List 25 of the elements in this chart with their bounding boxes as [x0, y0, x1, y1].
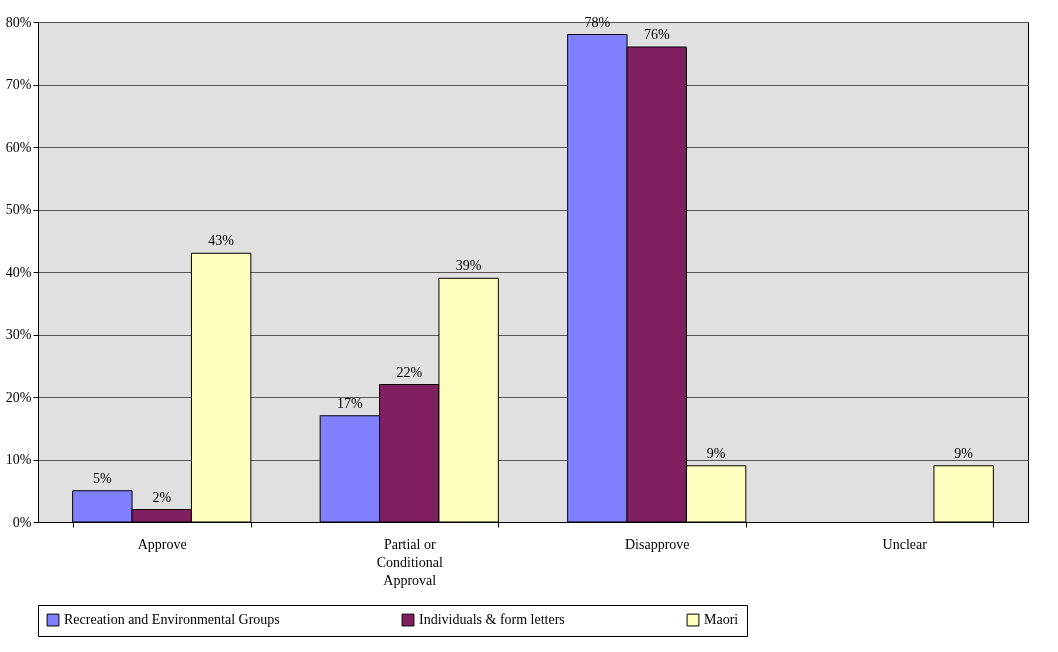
- x-tick-label: Disapprove: [624, 536, 690, 552]
- y-tick-label: 20%: [5, 389, 32, 405]
- legend-label: Individuals & form letters: [419, 612, 565, 628]
- y-tick-label: 10%: [5, 452, 32, 467]
- data-label: 5%: [93, 470, 113, 486]
- data-label: 17%: [337, 395, 364, 411]
- y-tick-label: 40%: [5, 264, 32, 280]
- data-label: 9%: [954, 445, 974, 461]
- x-tick-label: Partial or Conditional Approval: [376, 536, 443, 588]
- data-label: 39%: [455, 258, 482, 274]
- legend-label: Recreation and Environmental Groups: [64, 612, 280, 628]
- y-tick-label: 60%: [5, 139, 32, 155]
- data-label: 9%: [706, 445, 726, 461]
- legend-label: Maori: [704, 612, 739, 628]
- y-tick-label: 80%: [5, 14, 32, 30]
- y-tick-label: 0%: [12, 514, 32, 530]
- data-label: 22%: [396, 364, 423, 380]
- y-tick-label: 70%: [5, 77, 32, 92]
- data-label: 43%: [208, 233, 235, 249]
- data-label: 2%: [152, 489, 172, 505]
- y-tick-label: 50%: [5, 202, 32, 217]
- data-label: 76%: [643, 27, 670, 42]
- x-tick-label: Unclear: [882, 536, 928, 552]
- y-tick-label: 30%: [5, 327, 32, 342]
- x-tick-label: Approve: [137, 536, 187, 552]
